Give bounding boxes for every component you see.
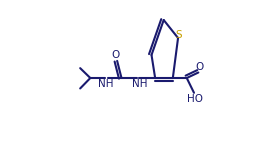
Text: HO: HO xyxy=(187,94,203,104)
Text: O: O xyxy=(112,50,120,60)
Text: NH: NH xyxy=(98,79,113,89)
Text: S: S xyxy=(175,30,182,40)
Text: NH: NH xyxy=(132,79,147,89)
Text: O: O xyxy=(195,62,204,72)
